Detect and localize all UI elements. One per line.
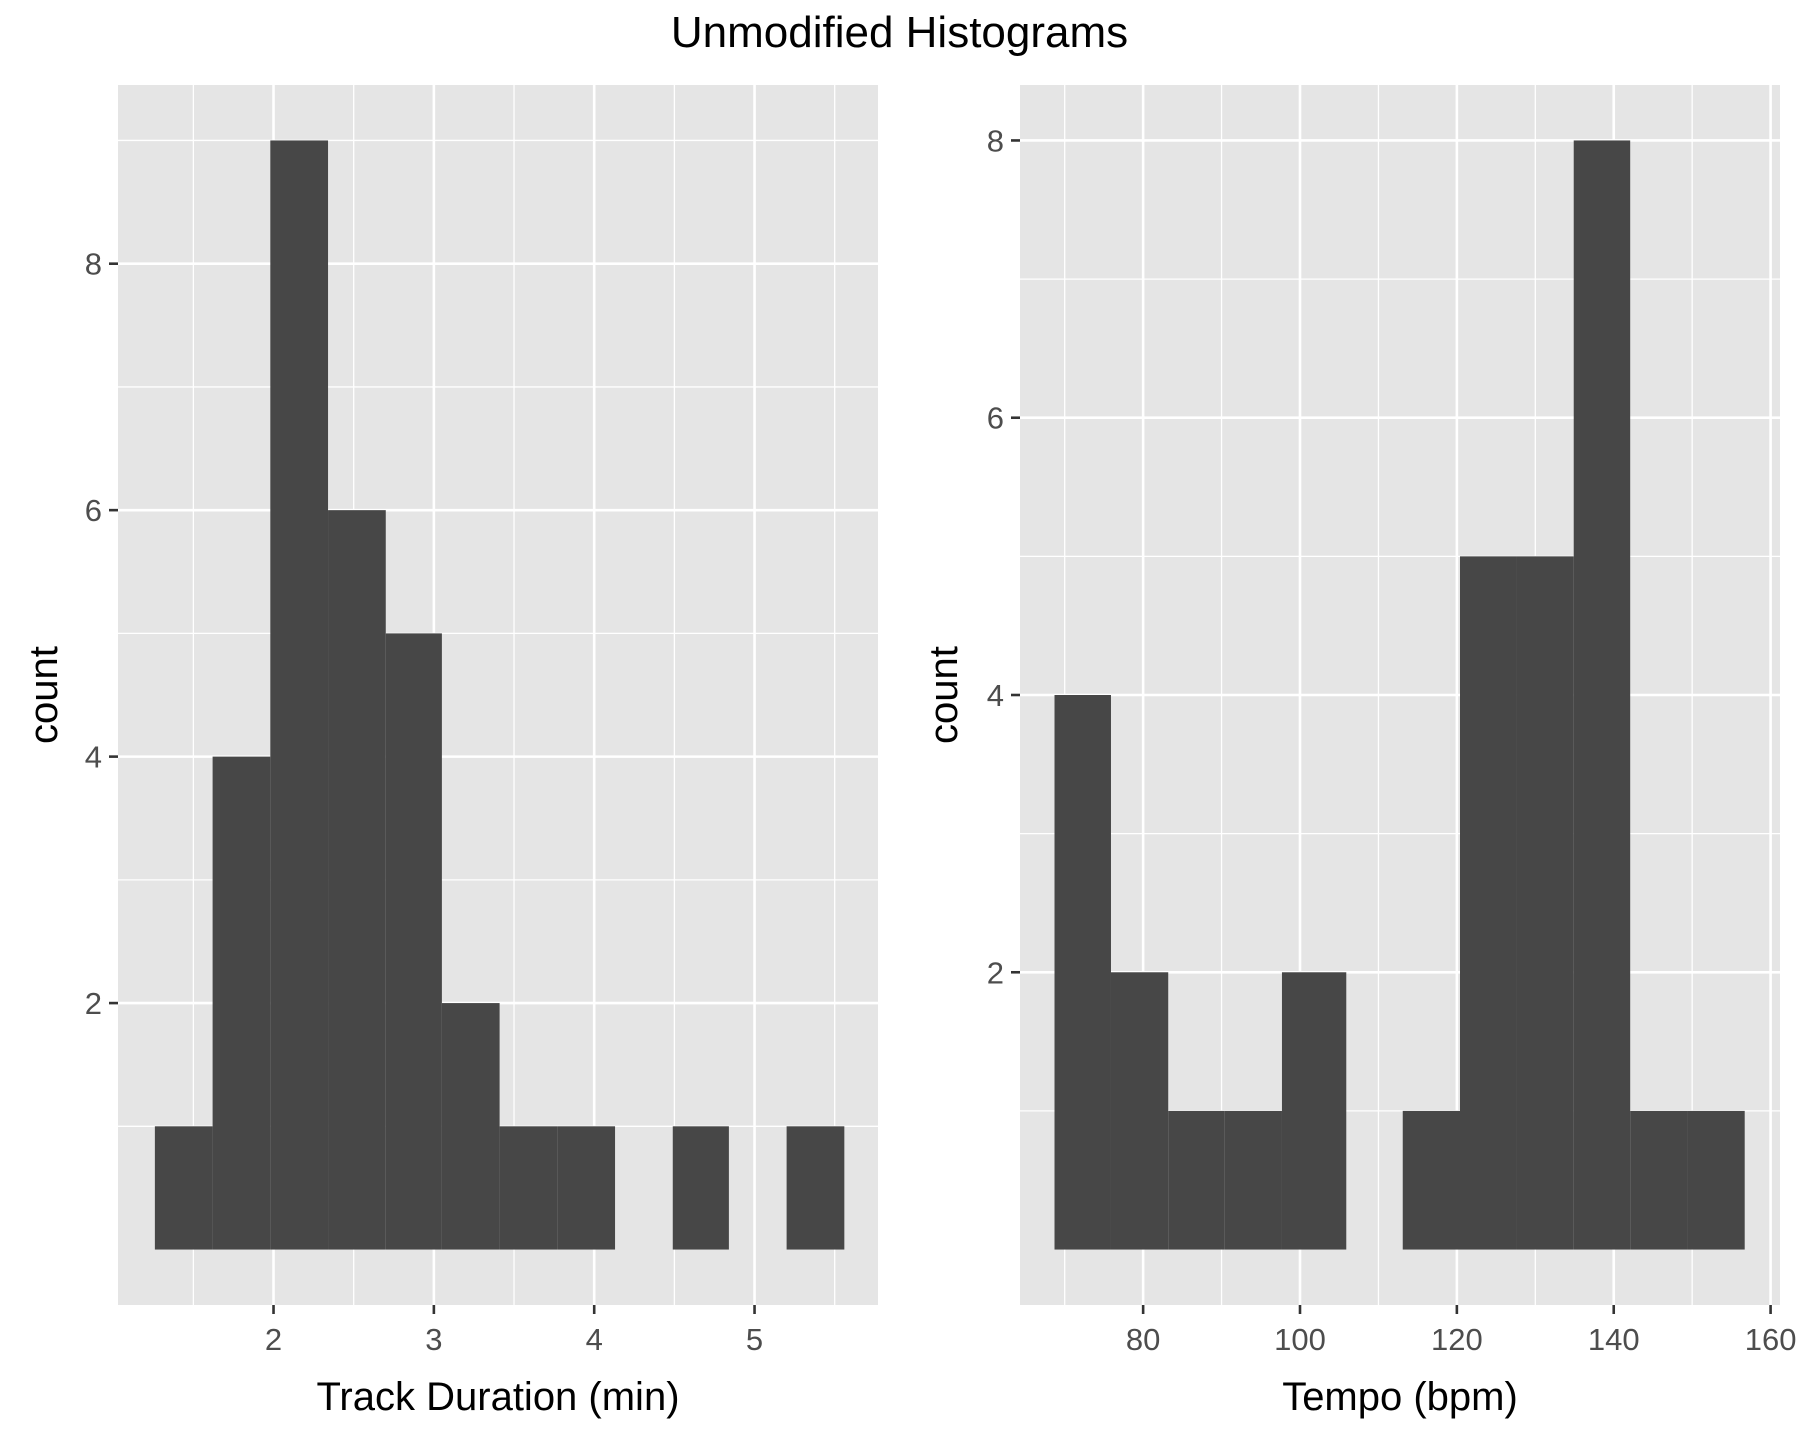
tempo-histogram-bar: [1224, 1110, 1282, 1250]
tempo-histogram-bar: [1573, 140, 1631, 1250]
duration-x-tick-label: 3: [425, 1322, 442, 1357]
tempo-x-tick-label: 80: [1126, 1322, 1160, 1357]
duration-y-tick-label: 8: [85, 247, 102, 282]
tempo-histogram-bar: [1110, 972, 1169, 1250]
duration-y-tick-label: 6: [85, 493, 102, 528]
duration-y-tick-label: 2: [85, 986, 102, 1021]
duration-histogram-panel: 2 3 4 5 2 4 6 8 Track Duration (min) count: [22, 85, 878, 1419]
tempo-y-tick-label: 6: [987, 401, 1004, 436]
duration-y-axis-title: count: [22, 646, 66, 744]
duration-x-tick-label: 5: [746, 1322, 763, 1357]
tempo-histogram-bar: [1168, 1110, 1225, 1250]
tempo-y-tick-label: 4: [987, 678, 1004, 713]
tempo-histogram-bar: [1460, 556, 1517, 1250]
tempo-histogram-bar: [1402, 1110, 1460, 1250]
tempo-x-tick-label: 160: [1745, 1322, 1797, 1357]
tempo-y-axis-title: count: [922, 646, 966, 744]
duration-x-tick-label: 4: [586, 1322, 603, 1357]
duration-histogram-bar: [441, 1003, 500, 1250]
duration-x-axis-title: Track Duration (min): [316, 1375, 679, 1419]
tempo-histogram-bar: [1630, 1110, 1688, 1250]
tempo-y-tick-label: 8: [987, 123, 1004, 158]
page-title: Unmodified Histograms: [670, 8, 1129, 57]
duration-histogram-bar: [786, 1126, 845, 1250]
duration-histogram-bar: [557, 1126, 616, 1250]
tempo-y-tick-label: 2: [987, 955, 1004, 990]
tempo-histogram-bar: [1516, 556, 1574, 1250]
duration-histogram-bar: [385, 633, 442, 1250]
tempo-x-tick-label: 100: [1274, 1322, 1326, 1357]
tempo-x-tick-label: 120: [1431, 1322, 1483, 1357]
duration-histogram-bar: [328, 510, 386, 1250]
tempo-x-axis-title: Tempo (bpm): [1282, 1375, 1518, 1419]
duration-histogram-bar: [212, 756, 271, 1250]
tempo-histogram-bar: [1054, 695, 1111, 1250]
duration-histogram-bar: [672, 1126, 729, 1250]
tempo-histogram-panel: 80 100 120 140 160 2 4 6 8 Tempo (bpm) count: [922, 85, 1796, 1419]
duration-histogram-bar: [154, 1126, 213, 1250]
duration-y-tick-label: 4: [85, 740, 102, 775]
tempo-x-tick-label: 140: [1588, 1322, 1640, 1357]
duration-histogram-bar: [499, 1126, 558, 1250]
duration-x-tick-label: 2: [265, 1322, 282, 1357]
duration-histogram-bar: [270, 140, 329, 1250]
tempo-histogram-bar: [1281, 972, 1347, 1250]
tempo-histogram-bar: [1687, 1110, 1745, 1250]
